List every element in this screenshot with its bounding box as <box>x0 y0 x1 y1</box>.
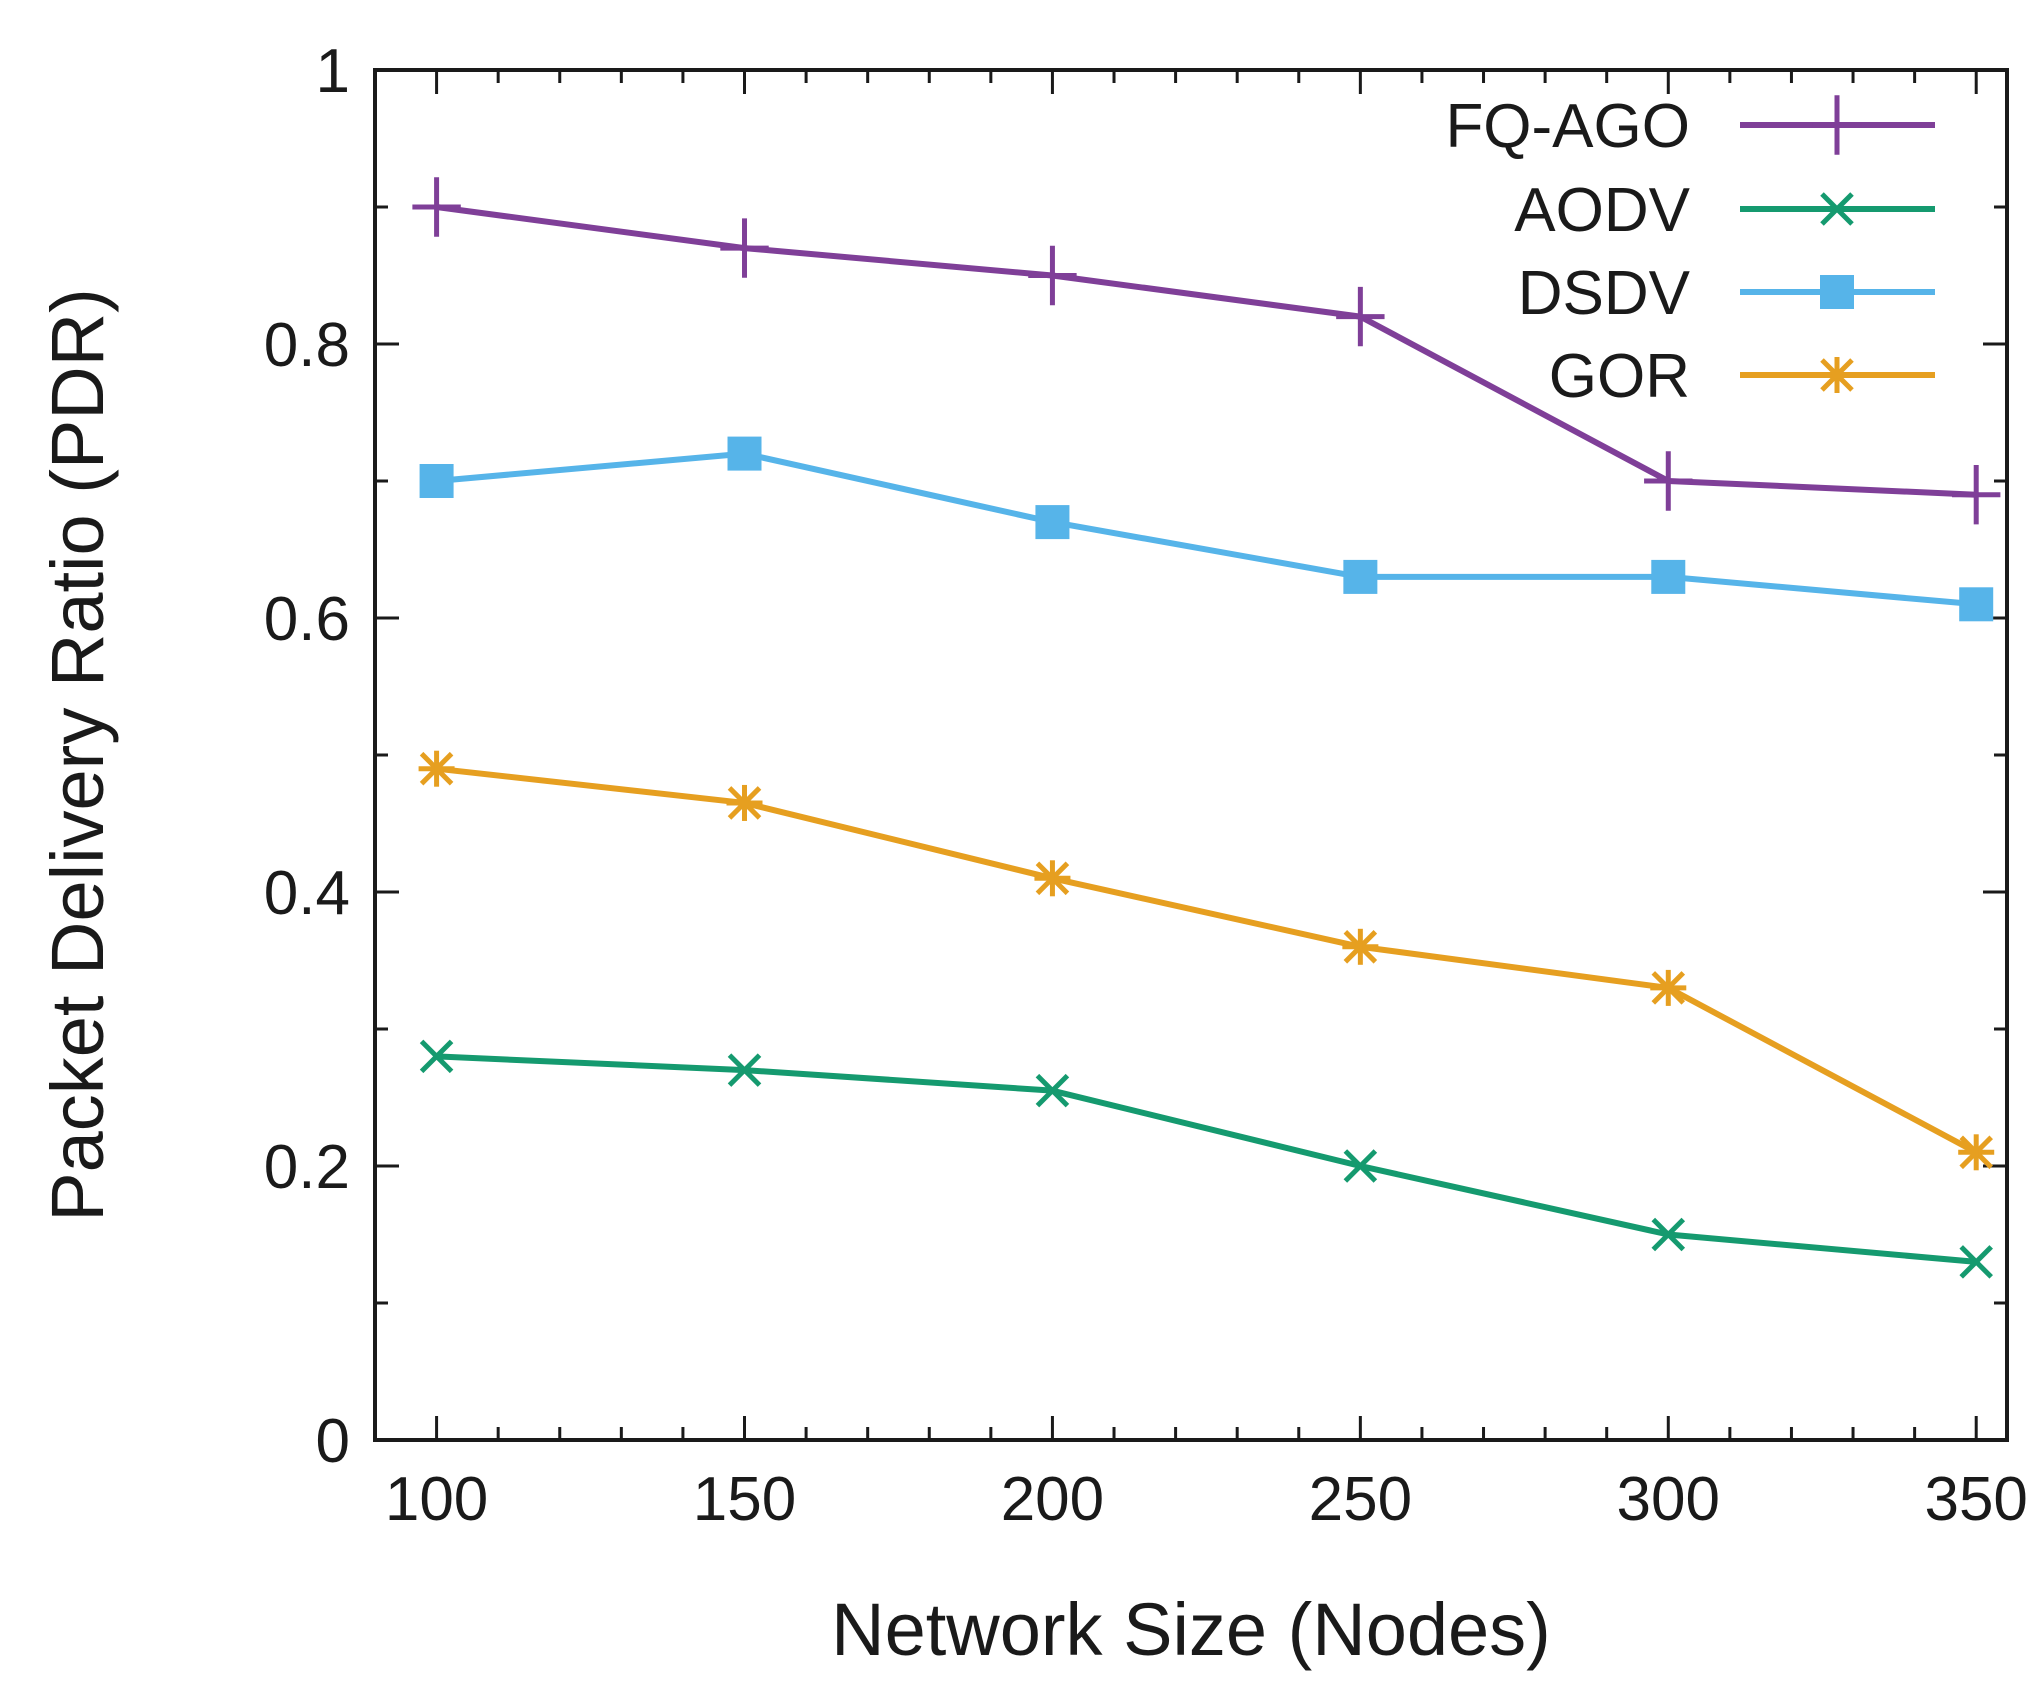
data-point-dsdv <box>419 464 454 498</box>
data-point-aodv <box>1035 1073 1070 1108</box>
x-tick-label: 300 <box>1617 1465 1720 1534</box>
legend-marker <box>1820 275 1854 309</box>
x-tick-label: 250 <box>1309 1465 1412 1534</box>
series-line-fq-ago <box>436 204 1977 498</box>
y-tick-label: 0.6 <box>264 585 350 654</box>
legend-label: DSDV <box>1518 259 1691 328</box>
series-line-gor <box>436 765 1978 1155</box>
plot-area-frame <box>373 68 2009 1442</box>
ticks-layer <box>375 68 2007 1442</box>
legend-item-aodv: AODV <box>1514 176 1935 245</box>
series-fq-ago <box>412 177 2001 525</box>
data-point-aodv <box>1959 1245 1993 1279</box>
data-point-gor <box>1342 928 1379 965</box>
series-gor <box>418 750 1995 1171</box>
legend-label: AODV <box>1514 176 1690 245</box>
y-axis-title: Packet Delivery Ratio (PDR) <box>36 288 119 1221</box>
y-tick-label: 1 <box>316 37 350 106</box>
data-point-fq-ago <box>720 218 769 278</box>
legend-marker <box>1812 95 1862 155</box>
data-point-dsdv <box>1343 559 1378 594</box>
x-axis-title: Network Size (Nodes) <box>831 1588 1551 1671</box>
x-tick-label: 150 <box>693 1465 796 1534</box>
series-layer <box>412 177 2001 1279</box>
data-point-dsdv <box>1651 559 1686 594</box>
y-tick-label: 0.4 <box>264 859 350 928</box>
data-point-fq-ago <box>1644 451 1693 511</box>
data-point-aodv <box>727 1053 762 1087</box>
series-aodv <box>419 1039 1993 1279</box>
series-line-dsdv <box>436 450 1977 608</box>
legend-label: GOR <box>1549 342 1690 411</box>
data-point-gor <box>1034 860 1071 897</box>
data-point-dsdv <box>1959 587 1994 622</box>
y-tick-label: 0.8 <box>264 311 350 380</box>
data-point-fq-ago <box>1336 286 1385 347</box>
x-tick-label: 350 <box>1924 1465 2027 1534</box>
y-tick-label: 0.2 <box>264 1133 350 1202</box>
series-line-aodv <box>436 1053 1977 1265</box>
legend-item-gor: GOR <box>1549 342 1935 411</box>
data-point-aodv <box>419 1039 454 1074</box>
legend-marker <box>1819 357 1855 393</box>
data-point-fq-ago <box>412 177 461 237</box>
legend-label: FQ-AGO <box>1445 92 1690 161</box>
data-point-fq-ago <box>1028 245 1077 306</box>
data-point-gor <box>418 750 455 787</box>
x-tick-label: 100 <box>385 1465 488 1534</box>
data-point-gor <box>1958 1134 1995 1171</box>
data-point-gor <box>726 784 763 821</box>
data-point-dsdv <box>1035 505 1070 540</box>
data-point-dsdv <box>727 436 762 471</box>
data-point-fq-ago <box>1952 465 2001 525</box>
legend-marker <box>1820 192 1854 226</box>
legend-item-fq-ago: FQ-AGO <box>1445 92 1935 161</box>
data-point-aodv <box>1343 1149 1378 1183</box>
x-tick-label: 200 <box>1001 1465 1104 1534</box>
legend: FQ-AGO AODV DSDV GOR <box>1445 92 1935 411</box>
data-point-aodv <box>1651 1217 1686 1252</box>
y-tick-label: 0 <box>316 1407 350 1476</box>
tick-labels-layer: 100 150 200 250 300 350 0 0.2 0.4 0.6 0.8 1 <box>264 37 2028 1534</box>
series-dsdv <box>419 436 1994 622</box>
legend-item-dsdv: DSDV <box>1518 259 1935 328</box>
data-point-gor <box>1650 969 1687 1006</box>
